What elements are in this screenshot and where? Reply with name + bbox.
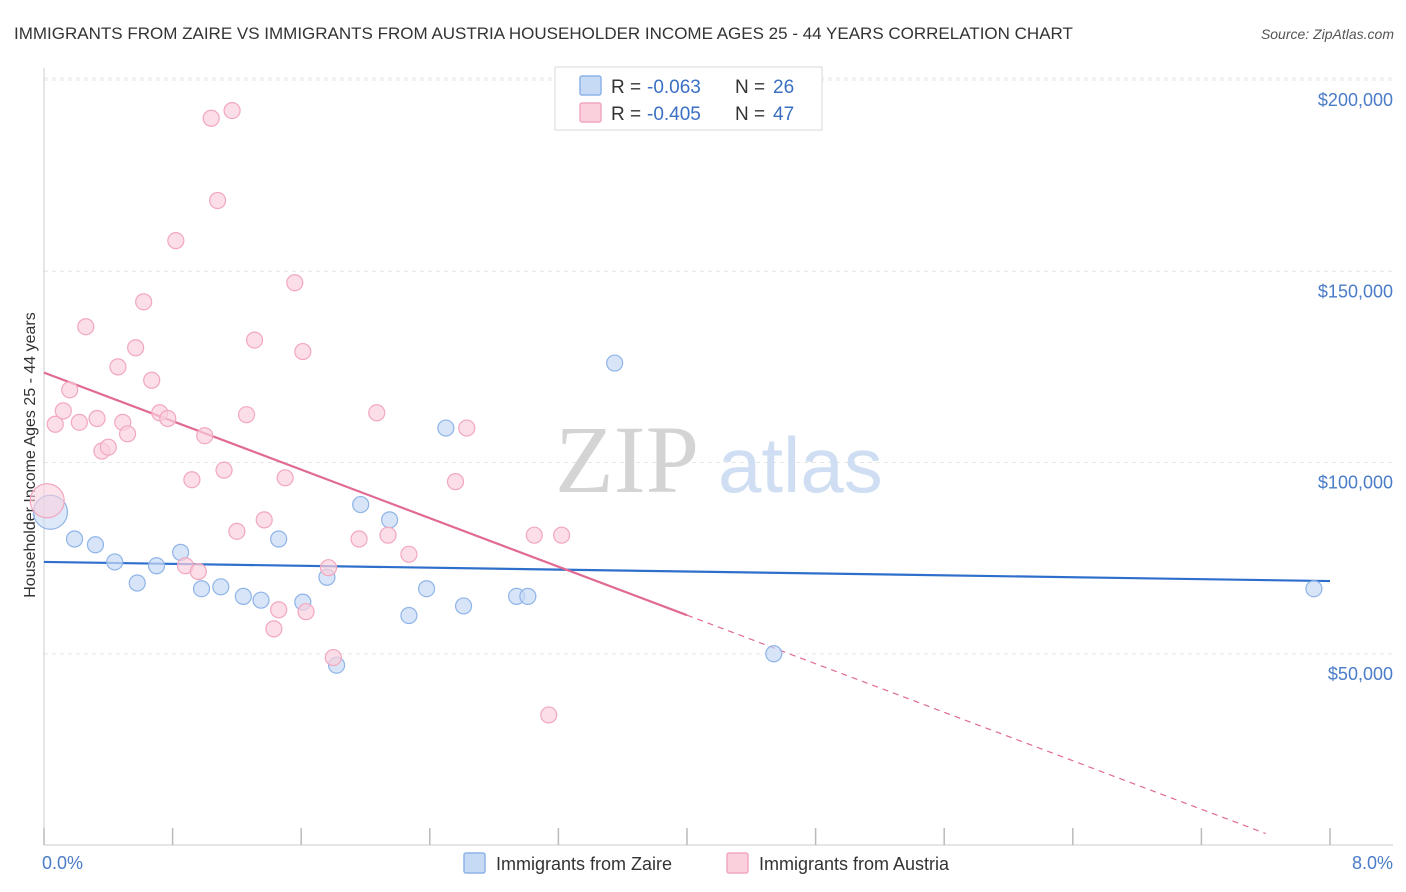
data-points xyxy=(29,101,1323,724)
point-series-1-27 xyxy=(237,406,256,424)
point-series-1-2 xyxy=(54,402,72,420)
chart-source: Source: ZipAtlas.com xyxy=(1261,26,1394,42)
point-series-1-31 xyxy=(270,601,288,619)
y-tick-label-0: $50,000 xyxy=(1328,664,1393,684)
point-series-1-41 xyxy=(400,545,418,563)
bottom-legend: Immigrants from Zaire Immigrants from Au… xyxy=(463,852,950,874)
legend-swatch-zaire xyxy=(579,75,602,96)
grid: $50,000 $100,000 $150,000 $200,000 xyxy=(44,77,1393,684)
point-series-1-12 xyxy=(127,339,145,357)
point-series-1-38 xyxy=(350,530,368,548)
point-series-1-40 xyxy=(379,526,397,544)
point-series-1-26 xyxy=(228,522,246,540)
point-series-1-46 xyxy=(553,526,571,544)
point-series-1-23 xyxy=(209,191,227,210)
point-series-1-33 xyxy=(286,274,304,292)
point-series-1-34 xyxy=(294,342,312,361)
point-series-1-22 xyxy=(202,109,220,127)
point-series-1-0 xyxy=(29,483,65,519)
point-series-0-18 xyxy=(417,580,436,598)
point-series-1-13 xyxy=(135,293,153,311)
legend-austria-n-label: N = xyxy=(735,104,765,125)
bottom-legend-swatch-austria xyxy=(726,852,749,874)
chart-title: IMMIGRANTS FROM ZAIRE VS IMMIGRANTS FROM… xyxy=(14,24,1073,43)
point-series-1-21 xyxy=(196,427,214,445)
point-series-1-6 xyxy=(88,409,106,428)
point-series-1-19 xyxy=(183,471,201,489)
point-series-0-9 xyxy=(234,587,252,605)
legend-austria-r-label: R = xyxy=(611,104,641,125)
point-series-1-24 xyxy=(215,461,233,479)
point-series-0-17 xyxy=(400,606,418,625)
point-series-1-29 xyxy=(255,511,273,529)
bottom-legend-label-austria: Immigrants from Austria xyxy=(759,854,950,874)
bottom-legend-swatch-zaire xyxy=(463,852,486,874)
y-tick-label-2: $150,000 xyxy=(1318,281,1393,301)
point-series-0-23 xyxy=(606,354,624,372)
point-series-1-43 xyxy=(458,419,476,437)
point-series-0-24 xyxy=(765,645,783,663)
bottom-legend-label-zaire: Immigrants from Zaire xyxy=(496,854,672,874)
legend-austria-n-value: 47 xyxy=(773,104,794,125)
point-series-0-11 xyxy=(270,530,288,548)
legend-swatch-austria xyxy=(579,102,602,123)
point-series-1-36 xyxy=(319,559,338,577)
watermark-zip: ZIP xyxy=(555,406,699,513)
legend-zaire-r-value: -0.063 xyxy=(647,77,701,98)
point-series-1-39 xyxy=(368,404,386,422)
y-axis-label: Householder Income Ages 25 - 44 years xyxy=(22,312,39,598)
trend-line-dashed-series-1 xyxy=(686,614,1266,835)
point-series-0-22 xyxy=(519,587,537,605)
legend-zaire-n-value: 26 xyxy=(773,77,794,98)
point-series-1-45 xyxy=(540,706,558,724)
point-series-1-20 xyxy=(189,562,207,581)
x-tick-label-1: 8.0% xyxy=(1352,853,1393,873)
point-series-1-25 xyxy=(223,101,241,120)
point-series-1-42 xyxy=(446,473,465,491)
point-series-0-2 xyxy=(86,536,105,554)
legend-zaire-n-label: N = xyxy=(735,77,765,98)
point-series-0-1 xyxy=(65,530,84,548)
point-series-1-14 xyxy=(143,371,161,389)
point-series-0-25 xyxy=(1305,580,1323,598)
point-series-0-5 xyxy=(147,557,166,575)
point-series-1-17 xyxy=(167,232,185,250)
trend-line-series-0 xyxy=(43,560,1331,583)
point-series-1-44 xyxy=(525,526,543,544)
y-tick-label-3: $200,000 xyxy=(1318,90,1393,110)
point-series-1-4 xyxy=(70,413,88,431)
point-series-0-20 xyxy=(454,597,473,615)
legend-zaire-r-label: R = xyxy=(611,77,641,98)
point-series-0-15 xyxy=(352,495,370,514)
point-series-0-8 xyxy=(212,578,230,596)
watermark-atlas: atlas xyxy=(718,421,883,509)
watermark: ZIP atlas xyxy=(555,406,883,513)
x-tick-label-0: 0.0% xyxy=(42,853,83,873)
point-series-1-5 xyxy=(77,318,95,336)
point-series-1-8 xyxy=(99,438,117,456)
axes: 0.0% 8.0% xyxy=(42,68,1393,873)
point-series-1-1 xyxy=(46,415,64,433)
point-series-1-28 xyxy=(245,331,264,349)
y-tick-label-1: $100,000 xyxy=(1318,473,1393,493)
point-series-1-37 xyxy=(324,648,342,667)
point-series-0-19 xyxy=(437,419,455,437)
point-series-1-32 xyxy=(276,469,294,487)
point-series-0-10 xyxy=(252,591,270,609)
point-series-1-35 xyxy=(297,603,315,621)
point-series-1-11 xyxy=(118,425,137,443)
point-series-0-16 xyxy=(381,511,399,529)
point-series-1-3 xyxy=(61,381,79,399)
point-series-1-9 xyxy=(109,358,127,376)
legend-austria-r-value: -0.405 xyxy=(647,104,701,125)
point-series-0-4 xyxy=(128,574,146,592)
point-series-1-16 xyxy=(159,409,177,428)
legend-box: R = -0.063 N = 26 R = -0.405 N = 47 xyxy=(554,66,823,131)
point-series-0-7 xyxy=(192,580,211,598)
point-series-0-3 xyxy=(106,553,124,571)
point-series-1-30 xyxy=(265,620,283,638)
